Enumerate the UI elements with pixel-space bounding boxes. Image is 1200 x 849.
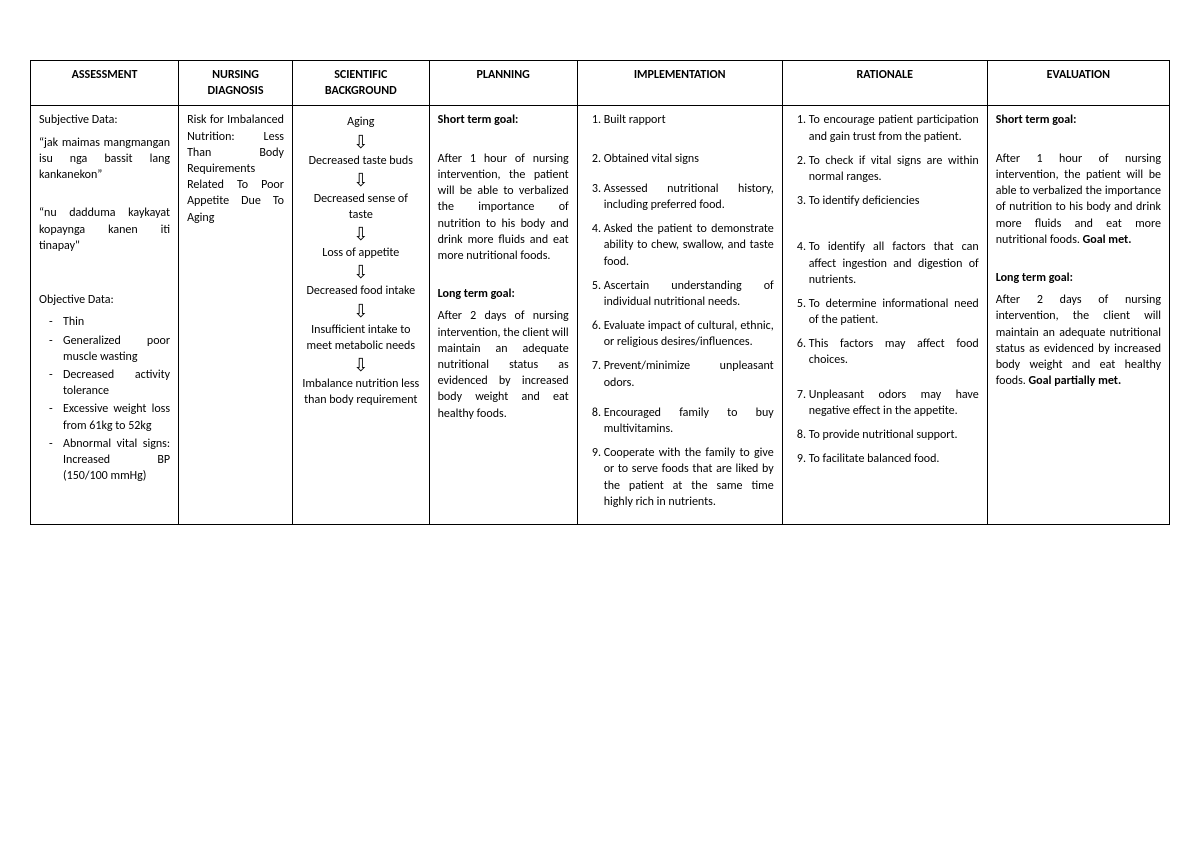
sci-step: Loss of appetite xyxy=(301,245,421,261)
evaluation-st-body: After 1 hour of nursing intervention, th… xyxy=(996,152,1161,247)
sci-step: Aging xyxy=(301,114,421,130)
header-scientific: SCIENTIFIC BACKGROUND xyxy=(292,61,429,106)
implementation-item: Cooperate with the family to give or to … xyxy=(604,445,774,510)
down-arrow-icon: ⇩ xyxy=(301,356,421,374)
implementation-list: Built rapport Obtained vital signs Asses… xyxy=(586,112,774,510)
evaluation-st-text: After 1 hour of nursing intervention, th… xyxy=(996,151,1161,248)
planning-lt-label: Long term goal: xyxy=(438,286,569,302)
subjective-label: Subjective Data: xyxy=(39,112,170,128)
planning-st-text: After 1 hour of nursing intervention, th… xyxy=(438,151,569,264)
header-row: ASSESSMENT NURSING DIAGNOSIS SCIENTIFIC … xyxy=(31,61,1170,106)
implementation-item: Prevent/minimize unpleasant odors. xyxy=(604,358,774,390)
cell-scientific: Aging ⇩ Decreased taste buds ⇩ Decreased… xyxy=(292,106,429,525)
rationale-item: To identify all factors that can affect … xyxy=(809,239,979,288)
implementation-item: Obtained vital signs xyxy=(604,151,774,167)
evaluation-lt-text: After 2 days of nursing intervention, th… xyxy=(996,292,1161,389)
nursing-care-plan-table: ASSESSMENT NURSING DIAGNOSIS SCIENTIFIC … xyxy=(30,60,1170,525)
cell-evaluation: Short term goal: After 1 hour of nursing… xyxy=(987,106,1169,525)
evaluation-lt-result: Goal partially met. xyxy=(1029,374,1122,388)
sci-step: Insufficient intake to meet metabolic ne… xyxy=(301,322,421,354)
planning-lt-text: After 2 days of nursing intervention, th… xyxy=(438,308,569,421)
down-arrow-icon: ⇩ xyxy=(301,302,421,320)
planning-st-label: Short term goal: xyxy=(438,112,569,128)
implementation-item: Ascertain understanding of individual nu… xyxy=(604,278,774,310)
cell-diagnosis: Risk for Imbalanced Nutrition: Less Than… xyxy=(179,106,293,525)
header-diagnosis: NURSING DIAGNOSIS xyxy=(179,61,293,106)
header-evaluation: EVALUATION xyxy=(987,61,1169,106)
header-implementation: IMPLEMENTATION xyxy=(577,61,782,106)
objective-item: Generalized poor muscle wasting xyxy=(49,333,170,365)
down-arrow-icon: ⇩ xyxy=(301,263,421,281)
cell-implementation: Built rapport Obtained vital signs Asses… xyxy=(577,106,782,525)
cell-assessment: Subjective Data: “jak maimas mangmangan … xyxy=(31,106,179,525)
header-assessment: ASSESSMENT xyxy=(31,61,179,106)
objective-item: Abnormal vital signs: Increased BP (150/… xyxy=(49,436,170,485)
implementation-item: Built rapport xyxy=(604,112,774,128)
cell-rationale: To encourage patient participation and g… xyxy=(782,106,987,525)
implementation-item: Evaluate impact of cultural, ethnic, or … xyxy=(604,318,774,350)
sci-step: Imbalance nutrition less than body requi… xyxy=(301,376,421,408)
down-arrow-icon: ⇩ xyxy=(301,225,421,243)
rationale-item: To facilitate balanced food. xyxy=(809,451,979,467)
content-row: Subjective Data: “jak maimas mangmangan … xyxy=(31,106,1170,525)
header-planning: PLANNING xyxy=(429,61,577,106)
cell-planning: Short term goal: After 1 hour of nursing… xyxy=(429,106,577,525)
implementation-item: Asked the patient to demonstrate ability… xyxy=(604,221,774,270)
objective-list: Thin Generalized poor muscle wasting Dec… xyxy=(39,314,170,484)
sci-step: Decreased taste buds xyxy=(301,153,421,169)
objective-item: Excessive weight loss from 61kg to 52kg xyxy=(49,401,170,433)
objective-item: Decreased activity tolerance xyxy=(49,367,170,399)
sci-step: Decreased sense of taste xyxy=(301,191,421,223)
down-arrow-icon: ⇩ xyxy=(301,133,421,151)
rationale-list: To encourage patient participation and g… xyxy=(791,112,979,467)
evaluation-lt-label: Long term goal: xyxy=(996,270,1161,286)
rationale-item: To encourage patient participation and g… xyxy=(809,112,979,144)
subjective-quote-2: “nu dadduma kaykayat kopaynga kanen iti … xyxy=(39,205,170,254)
rationale-item: To provide nutritional support. xyxy=(809,427,979,443)
implementation-item: Assessed nutritional history, including … xyxy=(604,181,774,213)
evaluation-st-result: Goal met. xyxy=(1083,233,1132,247)
objective-item: Thin xyxy=(49,314,170,330)
evaluation-st-label: Short term goal: xyxy=(996,112,1161,128)
down-arrow-icon: ⇩ xyxy=(301,171,421,189)
rationale-item: This factors may affect food choices. xyxy=(809,336,979,368)
sci-step: Decreased food intake xyxy=(301,283,421,299)
subjective-quote-1: “jak maimas mangmangan isu nga bassit la… xyxy=(39,135,170,184)
implementation-item: Encouraged family to buy multivitamins. xyxy=(604,405,774,437)
objective-label: Objective Data: xyxy=(39,292,170,308)
header-rationale: RATIONALE xyxy=(782,61,987,106)
diagnosis-text: Risk for Imbalanced Nutrition: Less Than… xyxy=(187,112,284,225)
rationale-item: Unpleasant odors may have negative effec… xyxy=(809,387,979,419)
rationale-item: To identify deficiencies xyxy=(809,193,979,209)
rationale-item: To determine informational need of the p… xyxy=(809,296,979,328)
rationale-item: To check if vital signs are within norma… xyxy=(809,153,979,185)
